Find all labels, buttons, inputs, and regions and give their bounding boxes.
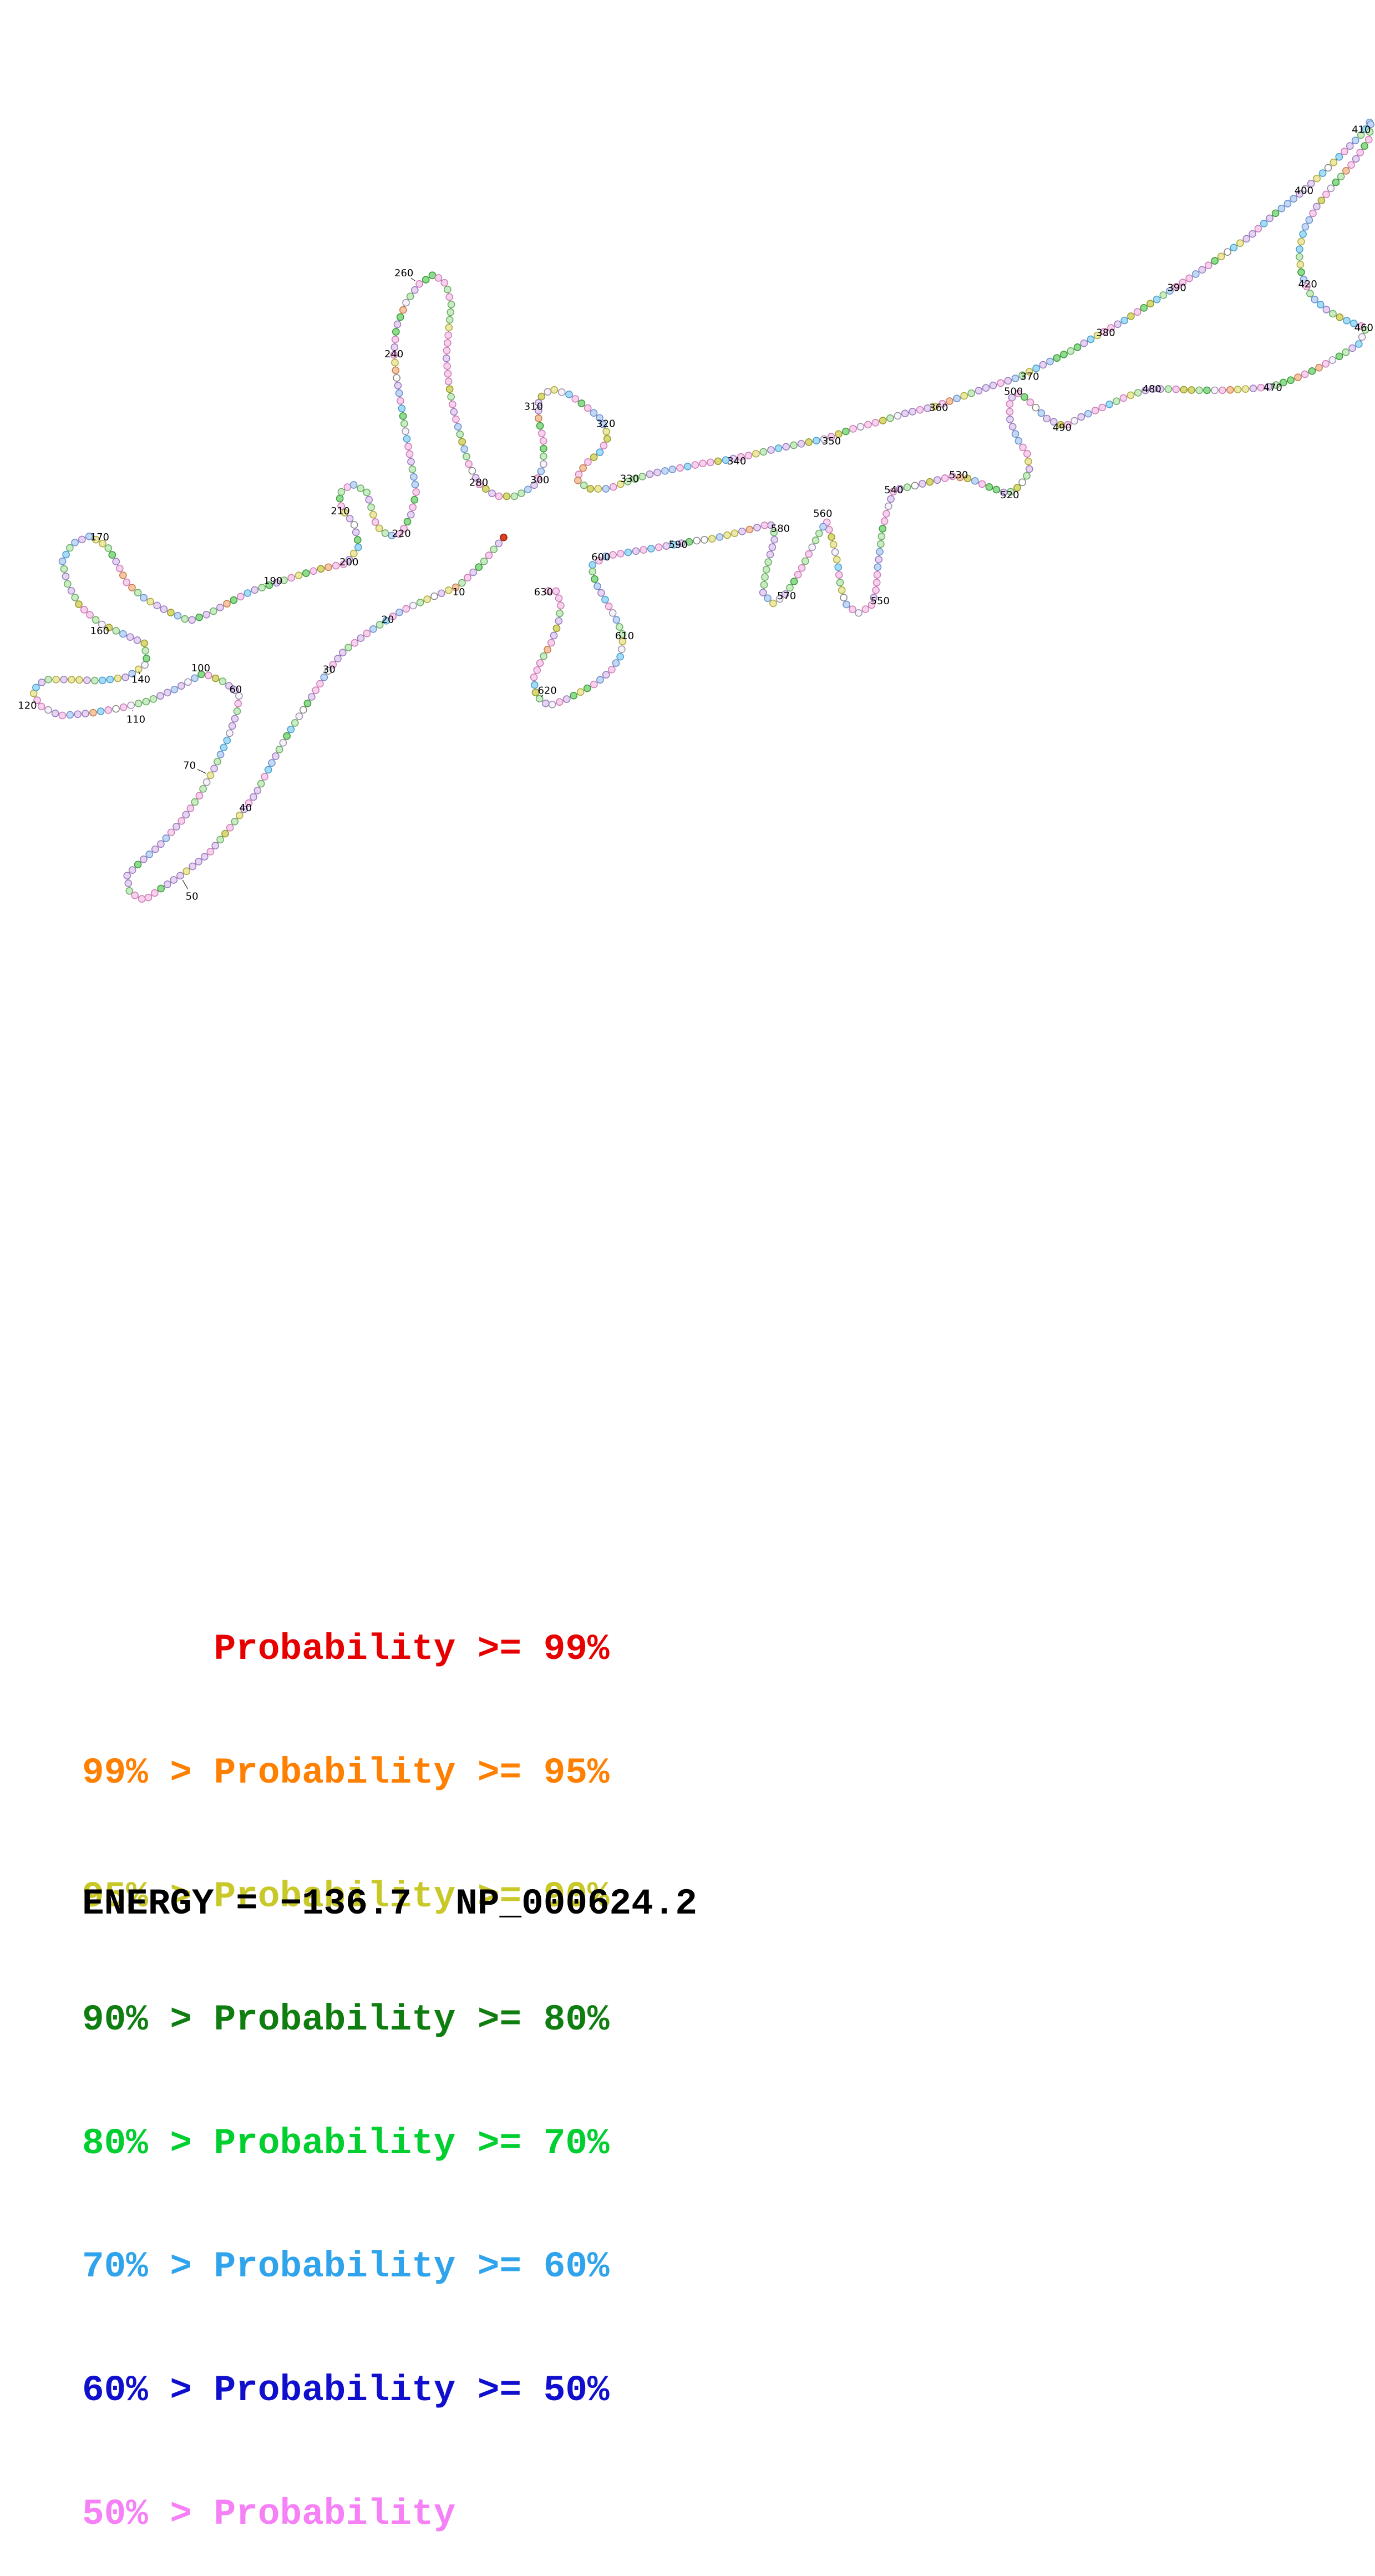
svg-text:550: 550 <box>871 595 890 607</box>
svg-text:20: 20 <box>382 614 394 626</box>
svg-text:540: 540 <box>884 484 903 496</box>
svg-text:370: 370 <box>1020 371 1039 382</box>
energy-text: ENERGY = −136.7 NP_000624.2 <box>82 1883 697 1925</box>
svg-text:610: 610 <box>615 630 634 642</box>
svg-text:360: 360 <box>929 402 948 414</box>
svg-text:580: 580 <box>771 523 790 535</box>
svg-text:240: 240 <box>384 348 403 360</box>
svg-text:170: 170 <box>90 532 109 543</box>
svg-text:210: 210 <box>331 505 349 517</box>
legend-line-p95: 99% > Probability >= 95% <box>82 1752 610 1794</box>
probability-legend: Probability >= 99% 99% > Probability >= … <box>82 1547 610 2576</box>
legend-line-p60: 70% > Probability >= 60% <box>82 2246 610 2288</box>
svg-text:470: 470 <box>1264 382 1282 394</box>
svg-text:10: 10 <box>453 586 465 598</box>
svg-text:110: 110 <box>126 713 145 725</box>
svg-text:600: 600 <box>591 551 610 563</box>
svg-text:560: 560 <box>813 508 832 520</box>
svg-text:390: 390 <box>1167 282 1186 294</box>
svg-text:380: 380 <box>1096 327 1115 339</box>
svg-text:220: 220 <box>392 528 411 539</box>
legend-line-p80: 90% > Probability >= 80% <box>82 1999 610 2041</box>
svg-text:330: 330 <box>620 473 639 485</box>
svg-text:490: 490 <box>1053 422 1072 433</box>
svg-text:300: 300 <box>530 474 549 486</box>
svg-text:310: 310 <box>524 401 543 412</box>
svg-text:590: 590 <box>668 539 687 551</box>
svg-text:320: 320 <box>596 418 615 430</box>
svg-text:620: 620 <box>538 685 557 697</box>
svg-text:530: 530 <box>949 469 968 481</box>
svg-text:100: 100 <box>191 662 210 674</box>
svg-text:350: 350 <box>822 436 841 447</box>
legend-line-p50: 60% > Probability >= 50% <box>82 2370 610 2412</box>
svg-text:280: 280 <box>469 477 488 488</box>
legend-line-p70: 80% > Probability >= 70% <box>82 2122 610 2164</box>
svg-text:70: 70 <box>183 760 196 772</box>
svg-text:630: 630 <box>534 586 553 598</box>
svg-text:410: 410 <box>1352 124 1371 135</box>
svg-text:480: 480 <box>1143 383 1161 395</box>
svg-text:140: 140 <box>131 674 150 685</box>
svg-text:570: 570 <box>777 590 796 602</box>
svg-text:500: 500 <box>1004 386 1023 397</box>
rna-structure-diagram: 10 20 30 40 50 60 70 100 110 120 140 160 170 190 200 21… <box>18 118 1374 903</box>
svg-text:340: 340 <box>727 456 746 467</box>
legend-line-p99: Probability >= 99% <box>82 1628 610 1671</box>
svg-text:260: 260 <box>394 267 413 279</box>
svg-text:120: 120 <box>18 700 37 712</box>
svg-text:30: 30 <box>323 664 336 675</box>
svg-text:400: 400 <box>1295 185 1313 196</box>
svg-text:190: 190 <box>263 575 282 587</box>
svg-text:420: 420 <box>1298 279 1317 290</box>
svg-text:50: 50 <box>186 890 199 902</box>
svg-text:460: 460 <box>1354 322 1373 334</box>
svg-text:60: 60 <box>229 684 242 695</box>
svg-text:520: 520 <box>1000 489 1019 501</box>
svg-text:40: 40 <box>239 802 252 814</box>
svg-text:200: 200 <box>339 556 358 568</box>
svg-text:160: 160 <box>90 625 109 637</box>
legend-line-p90: 95% > Probability >= 90% <box>82 1875 610 1917</box>
legend-line-below50: 50% > Probability <box>82 2493 456 2535</box>
